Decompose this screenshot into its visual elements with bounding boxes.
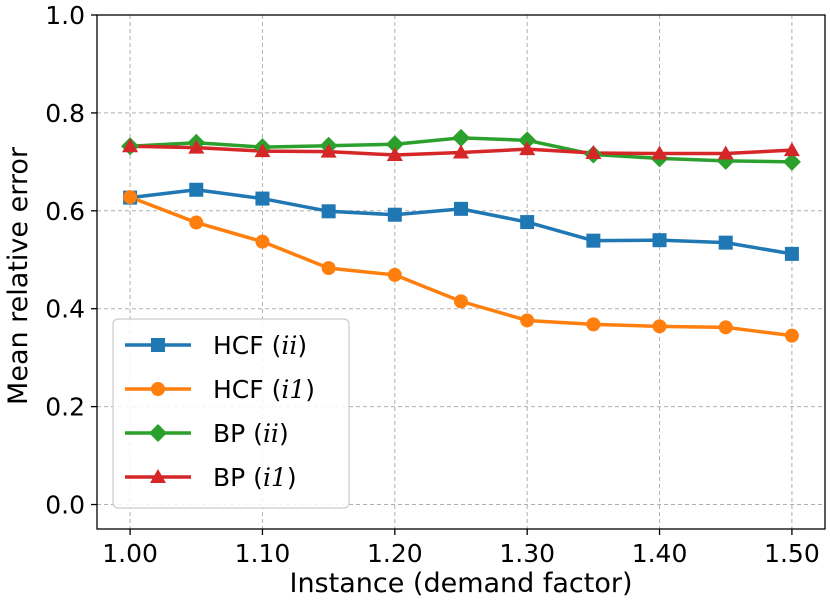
data-point-triangle — [188, 139, 205, 154]
data-point-diamond — [452, 128, 470, 147]
series-line-0 — [129, 188, 793, 256]
data-point-triangle — [453, 144, 469, 159]
data-point-circle — [784, 328, 799, 343]
data-point-square — [321, 204, 336, 219]
data-point-circle — [189, 215, 204, 230]
data-point-circle — [652, 319, 667, 334]
data-point-triangle — [386, 147, 403, 162]
data-point-triangle — [783, 142, 800, 157]
data-point-square — [586, 233, 601, 248]
x-tick-label: 1.10 — [235, 539, 291, 568]
data-point-circle — [255, 234, 270, 249]
y-tick-label: 0.6 — [45, 197, 85, 226]
data-point-circle — [321, 261, 336, 276]
axis-ticks: 1.00 1.10 1.20 1.30 1.40 1.50 0.0 0.2 0.4 0.6 0.8 1… — [45, 1, 820, 568]
data-point-circle — [586, 317, 601, 332]
x-tick-label: 1.20 — [367, 539, 423, 568]
data-point-triangle — [651, 145, 668, 160]
data-point-square — [520, 215, 535, 230]
series-line-1 — [129, 195, 793, 338]
legend-label: BP (ii) — [213, 419, 289, 448]
legend-box — [112, 318, 350, 509]
x-tick-label: 1.30 — [499, 539, 555, 568]
legend-marker-square — [151, 338, 165, 352]
y-tick-label: 1.0 — [45, 1, 85, 30]
x-axis-title: Instance (demand factor) — [289, 568, 632, 599]
data-point-circle — [123, 190, 138, 205]
data-point-diamond — [518, 131, 537, 150]
x-tick-label: 1.40 — [632, 539, 688, 568]
legend-label: BP (i1) — [213, 463, 297, 492]
legend: HCF (ii) HCF (i1) BP (ii) BP (i1) — [112, 318, 350, 509]
data-point-triangle — [122, 138, 139, 153]
legend-label: HCF (i1) — [213, 375, 315, 404]
data-point-square — [255, 191, 270, 206]
data-point-triangle — [717, 145, 734, 160]
data-point-diamond — [782, 152, 801, 171]
y-tick-label: 0.8 — [45, 99, 85, 128]
data-point-square — [387, 207, 402, 222]
data-point-square — [189, 182, 204, 197]
data-point-triangle — [254, 143, 271, 158]
legend-marker-diamond — [149, 424, 167, 442]
y-tick-label: 0.0 — [45, 491, 85, 520]
legend-label: HCF (ii) — [213, 331, 307, 360]
data-point-triangle — [585, 145, 602, 160]
data-point-triangle — [320, 143, 337, 158]
data-point-square — [718, 235, 733, 250]
x-tick-label: 1.00 — [102, 539, 158, 568]
series-markers — [121, 128, 801, 343]
y-axis-title: Mean relative error — [3, 146, 34, 405]
legend-marker-circle — [151, 382, 165, 396]
data-point-square — [784, 246, 799, 261]
plot-frame — [96, 14, 826, 530]
data-point-circle — [454, 294, 468, 309]
data-point-square — [652, 233, 667, 248]
y-tick-label: 0.2 — [45, 393, 85, 422]
x-tick-label: 1.50 — [764, 539, 820, 568]
data-point-circle — [718, 320, 733, 335]
y-tick-label: 0.4 — [45, 295, 85, 324]
data-point-diamond — [385, 135, 404, 154]
data-point-triangle — [519, 141, 536, 156]
data-point-circle — [387, 267, 402, 282]
data-point-square — [454, 201, 468, 216]
legend-marker-triangle — [150, 469, 166, 483]
data-point-circle — [520, 313, 535, 328]
